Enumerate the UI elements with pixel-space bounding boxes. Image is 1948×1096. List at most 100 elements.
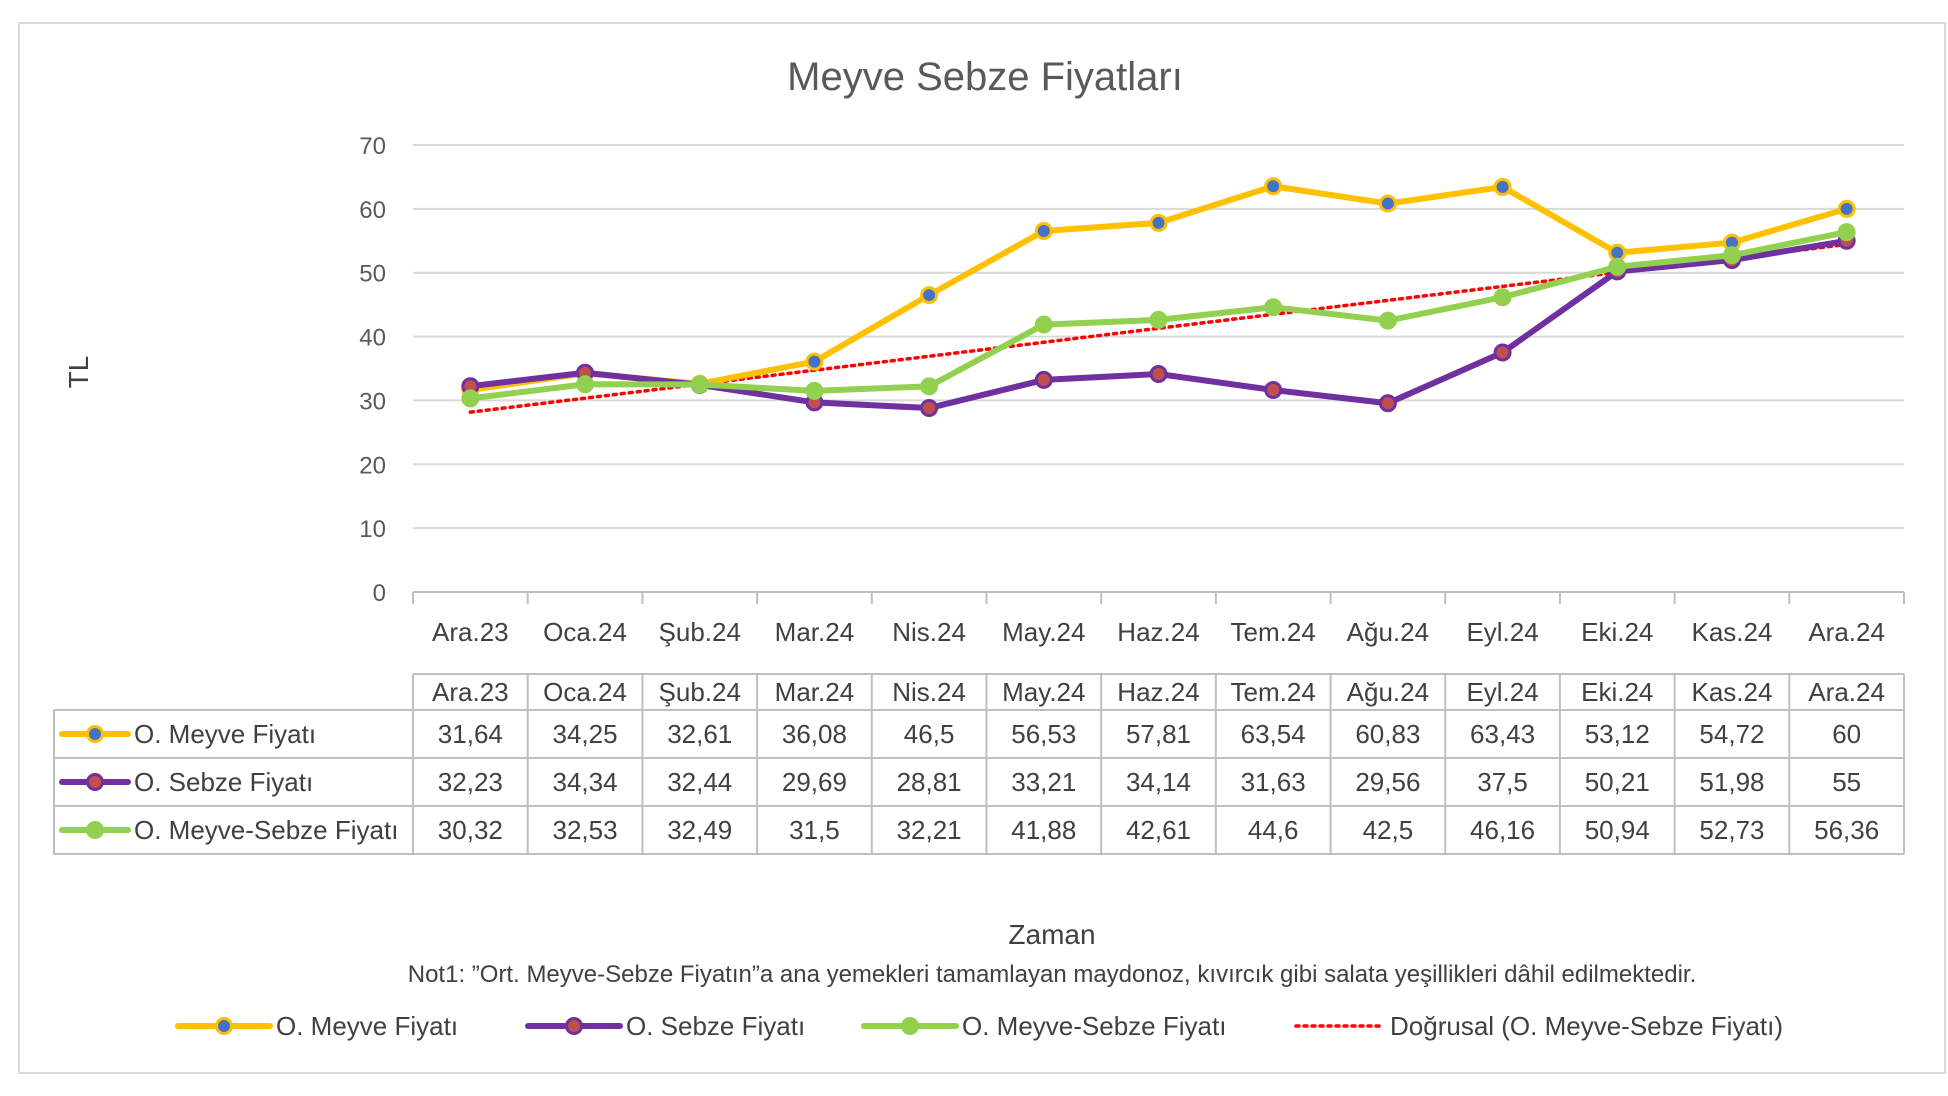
y-tick-label: 60 [359,197,386,224]
data-point [1034,222,1053,241]
x-tick-label: Kas.24 [1691,617,1772,647]
x-tick-label: Eyl.24 [1466,617,1538,647]
x-tick-label: Tem.24 [1231,617,1316,647]
table-cell: 34,34 [552,767,617,797]
legend: O. Meyve Fiyatı O. Sebze Fiyatı O. Meyve-S… [175,1011,1783,1041]
data-point [1493,343,1512,362]
table-cell: 31,63 [1241,767,1306,797]
table-cell: 50,21 [1585,767,1650,797]
table-cell: 46,5 [904,719,955,749]
table-cell: 28,81 [897,767,962,797]
table-cell: 32,53 [552,815,617,845]
table-cell: 51,98 [1699,767,1764,797]
table-cell: 53,12 [1585,719,1650,749]
x-tick-label: Ağu.24 [1347,617,1429,647]
x-tick-label: Haz.24 [1117,617,1199,647]
data-point [1264,381,1283,400]
table-header-cell: Eyl.24 [1466,677,1538,707]
table-header-cell: Kas.24 [1691,677,1772,707]
y-tick-label: 30 [359,388,386,415]
data-point [1493,288,1512,307]
table-cell: 34,14 [1126,767,1191,797]
chart-frame [18,22,1946,1074]
table-cell: 32,61 [667,719,732,749]
legend-marker [901,1017,919,1035]
data-point [1378,394,1397,413]
data-point [1034,315,1053,334]
table-cell: 29,69 [782,767,847,797]
x-tick-label: Şub.24 [659,617,741,647]
x-tick-label: Mar.24 [775,617,855,647]
table-cell: 30,32 [438,815,503,845]
data-point [1034,370,1053,389]
x-tick-label: May.24 [1002,617,1085,647]
y-tick-label: 20 [359,452,386,479]
data-point [805,352,824,371]
table-cell: 63,54 [1241,719,1306,749]
table-cell: 56,53 [1011,719,1076,749]
table-legend-marker [86,725,104,743]
y-tick-label: 50 [359,261,386,288]
table-row-label: O. Sebze Fiyatı [134,767,313,797]
data-point [1264,298,1283,317]
data-point [1837,199,1856,218]
table-header-cell: Tem.24 [1231,677,1316,707]
table-cell: 56,36 [1814,815,1879,845]
y-axis-title: TL [63,356,94,389]
table-header-cell: Haz.24 [1117,677,1199,707]
table-cell: 60,83 [1355,719,1420,749]
table-cell: 34,25 [552,719,617,749]
y-tick-label: 40 [359,325,386,352]
table-cell: 44,6 [1248,815,1299,845]
data-point [1493,177,1512,196]
gridlines [412,144,1905,604]
data-point [1149,364,1168,383]
data-point [1149,213,1168,232]
data-point [1264,177,1283,196]
legend-label: Doğrusal (O. Meyve-Sebze Fiyatı) [1390,1011,1783,1041]
table-cell: 42,61 [1126,815,1191,845]
table-header-cell: Nis.24 [892,677,966,707]
table-cell: 32,49 [667,815,732,845]
table-cell: 32,21 [897,815,962,845]
table-cell: 33,21 [1011,767,1076,797]
data-point [1608,257,1627,276]
data-point [576,375,595,394]
table-cell: 37,5 [1477,767,1528,797]
table-cell: 60 [1832,719,1861,749]
table-cell: 41,88 [1011,815,1076,845]
table-cell: 29,56 [1355,767,1420,797]
legend-label: O. Meyve-Sebze Fiyatı [962,1011,1226,1041]
data-point [1722,246,1741,265]
legend-label: O. Sebze Fiyatı [626,1011,805,1041]
data-point [461,389,480,408]
table-header-cell: Ara.24 [1808,677,1885,707]
table-cell: 57,81 [1126,719,1191,749]
table-cell: 50,94 [1585,815,1650,845]
legend-marker [215,1017,233,1035]
data-point [1837,223,1856,242]
legend-label: O. Meyve Fiyatı [276,1011,458,1041]
table-legend-marker [86,821,104,839]
y-tick-label: 70 [359,133,386,160]
table-header-cell: Eki.24 [1581,677,1653,707]
data-point [920,286,939,305]
data-point [1149,310,1168,329]
table-cell: 54,72 [1699,719,1764,749]
x-tick-label: Nis.24 [892,617,966,647]
data-point [805,381,824,400]
y-tick-label: 0 [373,580,386,607]
table-cell: 36,08 [782,719,847,749]
table-cell: 31,64 [438,719,503,749]
x-axis-title: Zaman [1008,919,1095,950]
table-cell: 63,43 [1470,719,1535,749]
data-point [1378,311,1397,330]
chart-title: Meyve Sebze Fiyatları [787,55,1183,99]
legend-marker [565,1017,583,1035]
data-table: Ara.23 Oca.24 Şub.24 Mar.24 Nis.24 May.24 Haz.… [53,673,1905,855]
table-header-cell: Oca.24 [543,677,627,707]
series-1 [461,177,1856,399]
data-point [920,377,939,396]
table-row-label: O. Meyve Fiyatı [134,719,316,749]
